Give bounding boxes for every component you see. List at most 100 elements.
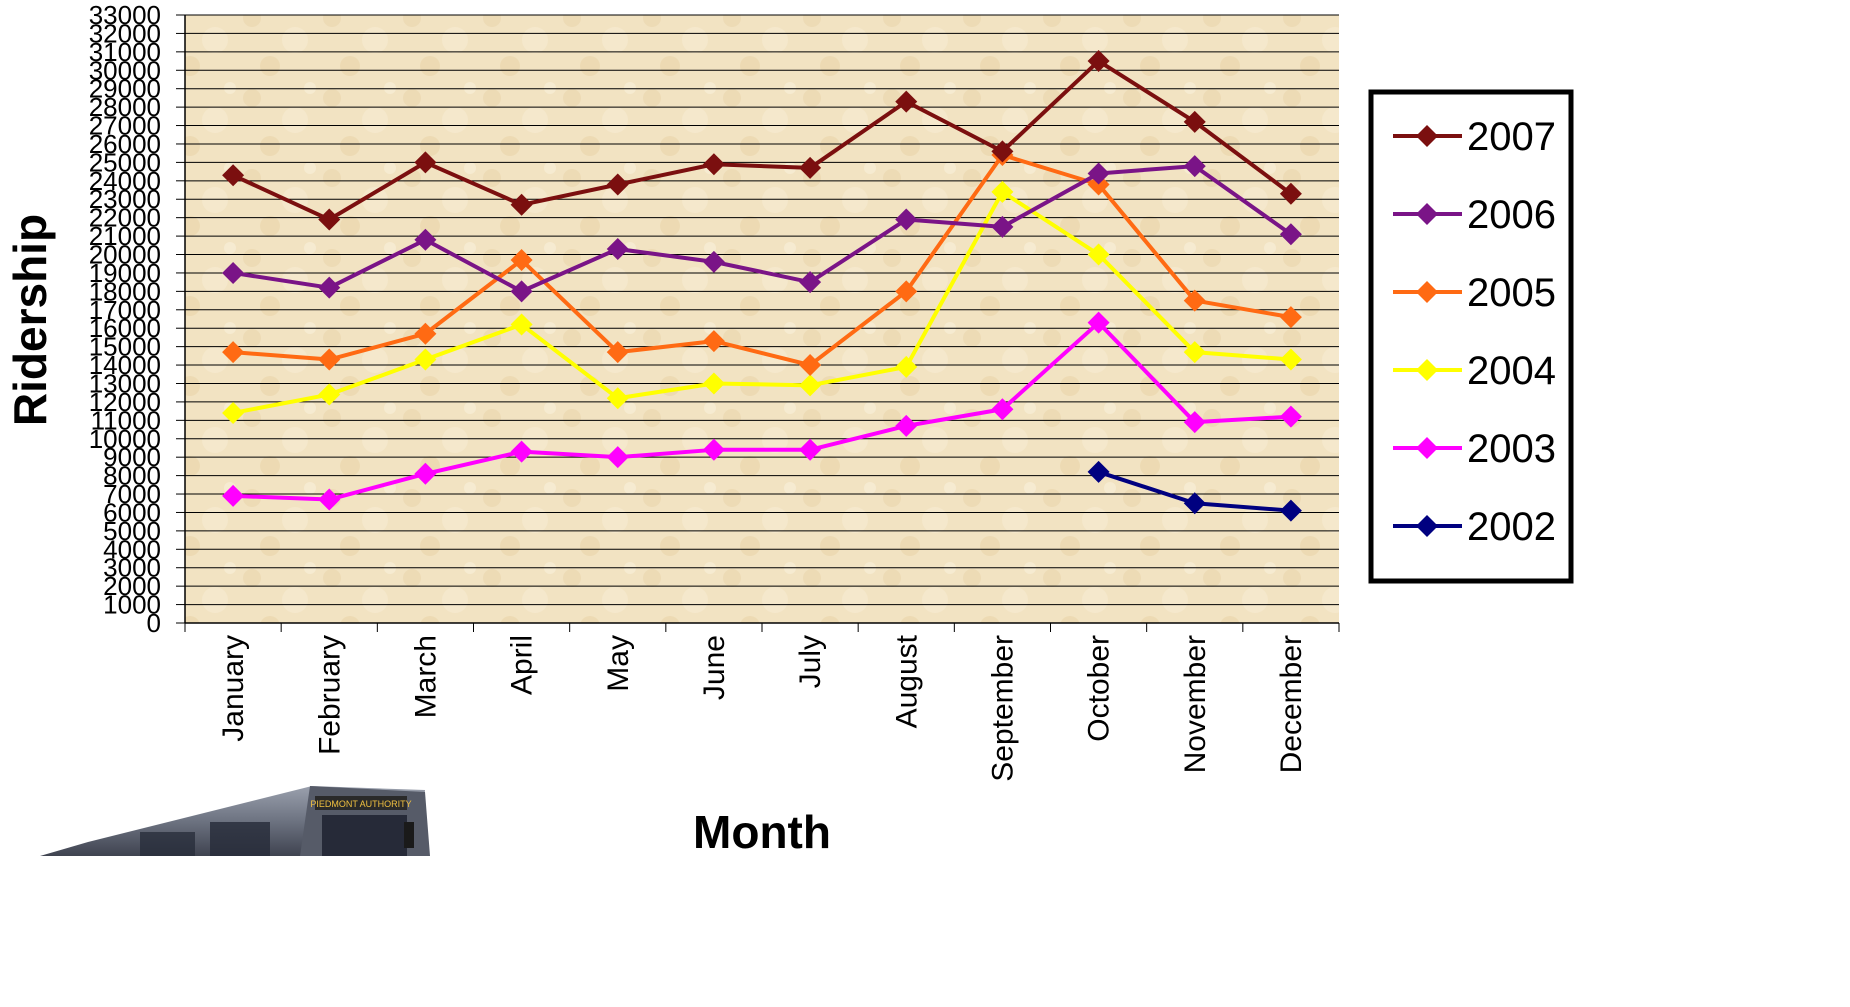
y-tick-label: 33000 bbox=[89, 0, 161, 30]
data-point bbox=[1279, 182, 1302, 205]
data-point bbox=[222, 484, 245, 507]
legend-swatch-marker bbox=[1416, 125, 1438, 147]
data-point bbox=[414, 151, 437, 174]
legend-label: 2003 bbox=[1467, 427, 1556, 471]
series-2006 bbox=[222, 155, 1302, 303]
data-point bbox=[318, 276, 341, 299]
data-point bbox=[1087, 460, 1110, 483]
data-point bbox=[702, 438, 725, 461]
data-point bbox=[991, 180, 1014, 203]
y-axis-title: Ridership bbox=[4, 214, 56, 426]
series-2004 bbox=[222, 180, 1302, 424]
y-tick-label: 28000 bbox=[89, 92, 161, 122]
data-point bbox=[1279, 499, 1302, 522]
data-point bbox=[1087, 162, 1110, 185]
data-point bbox=[895, 90, 918, 113]
data-point bbox=[991, 398, 1014, 421]
x-tick-label: September bbox=[986, 635, 1019, 782]
y-tick-label: 2000 bbox=[103, 571, 161, 601]
legend-label: 2002 bbox=[1467, 505, 1556, 549]
data-point bbox=[799, 271, 822, 294]
y-tick-label: 5000 bbox=[103, 516, 161, 546]
y-tick-label: 20000 bbox=[89, 240, 161, 270]
data-point bbox=[606, 446, 629, 469]
data-point bbox=[991, 140, 1014, 163]
y-tick-label: 3000 bbox=[103, 553, 161, 583]
data-point bbox=[1279, 348, 1302, 371]
x-tick-label: June bbox=[698, 635, 731, 700]
legend-box bbox=[1368, 89, 1574, 584]
x-tick-label: April bbox=[506, 635, 539, 695]
x-tick-label: March bbox=[409, 635, 442, 718]
axes bbox=[184, 15, 1340, 632]
x-axis-title: Month bbox=[693, 806, 831, 858]
data-point bbox=[1183, 155, 1206, 178]
y-tick-label: 10000 bbox=[89, 424, 161, 454]
data-point bbox=[895, 355, 918, 378]
data-point bbox=[1183, 492, 1206, 515]
data-point bbox=[318, 488, 341, 511]
legend-swatch-marker bbox=[1416, 203, 1438, 225]
data-point bbox=[1183, 341, 1206, 364]
data-point bbox=[222, 261, 245, 284]
y-tick-label: 0 bbox=[147, 608, 161, 638]
series-line bbox=[232, 164, 1293, 294]
data-point bbox=[414, 348, 437, 371]
data-point bbox=[1183, 110, 1206, 133]
data-point bbox=[510, 249, 533, 272]
y-tick-label: 12000 bbox=[89, 387, 161, 417]
y-tick-label: 8000 bbox=[103, 461, 161, 491]
y-tick-label: 18000 bbox=[89, 276, 161, 306]
y-tick-label: 14000 bbox=[89, 350, 161, 380]
legend-label: 2004 bbox=[1467, 349, 1556, 393]
data-point bbox=[799, 354, 822, 377]
data-point bbox=[510, 193, 533, 216]
legend-swatch-marker bbox=[1416, 281, 1438, 303]
legend-label: 2007 bbox=[1467, 115, 1556, 159]
y-tick-label: 22000 bbox=[89, 203, 161, 233]
data-point bbox=[1087, 243, 1110, 266]
data-point bbox=[1279, 223, 1302, 246]
x-tick-label: October bbox=[1083, 635, 1116, 742]
data-point bbox=[1183, 289, 1206, 312]
bus-sign-text: PIEDMONT AUTHORITY bbox=[310, 799, 411, 809]
y-tick-label: 19000 bbox=[89, 258, 161, 288]
data-point bbox=[606, 387, 629, 410]
data-point bbox=[702, 153, 725, 176]
data-point bbox=[1183, 411, 1206, 434]
legend-label: 2006 bbox=[1467, 193, 1556, 237]
y-tick-label: 16000 bbox=[89, 313, 161, 343]
data-point bbox=[318, 208, 341, 231]
data-point bbox=[799, 374, 822, 397]
data-point bbox=[606, 237, 629, 260]
y-tick-label: 1000 bbox=[103, 590, 161, 620]
y-tick-label: 7000 bbox=[103, 479, 161, 509]
data-point bbox=[222, 341, 245, 364]
legend-swatch-marker bbox=[1416, 437, 1438, 459]
x-tick-label: July bbox=[794, 635, 827, 688]
y-tick-label: 21000 bbox=[89, 221, 161, 251]
y-tick-label: 30000 bbox=[89, 55, 161, 85]
y-tick-label: 15000 bbox=[89, 332, 161, 362]
data-point bbox=[510, 440, 533, 463]
data-point bbox=[222, 164, 245, 187]
y-tick-labels: 0100020003000400050006000700080009000100… bbox=[89, 0, 161, 638]
series-lines bbox=[222, 50, 1302, 522]
data-point bbox=[1087, 311, 1110, 334]
y-tick-label: 27000 bbox=[89, 111, 161, 141]
series-line bbox=[232, 189, 1292, 415]
series-2003 bbox=[222, 311, 1302, 511]
data-point bbox=[702, 372, 725, 395]
data-point bbox=[1279, 405, 1302, 428]
data-point bbox=[1087, 173, 1110, 196]
x-tick-label: May bbox=[602, 635, 635, 692]
series-2002 bbox=[1087, 460, 1302, 522]
data-point bbox=[606, 341, 629, 364]
data-point bbox=[318, 383, 341, 406]
data-point bbox=[895, 280, 918, 303]
data-point bbox=[895, 208, 918, 231]
y-tick-label: 17000 bbox=[89, 295, 161, 325]
y-tick-label: 13000 bbox=[89, 368, 161, 398]
series-2007 bbox=[222, 50, 1302, 231]
y-tick-label: 24000 bbox=[89, 166, 161, 196]
